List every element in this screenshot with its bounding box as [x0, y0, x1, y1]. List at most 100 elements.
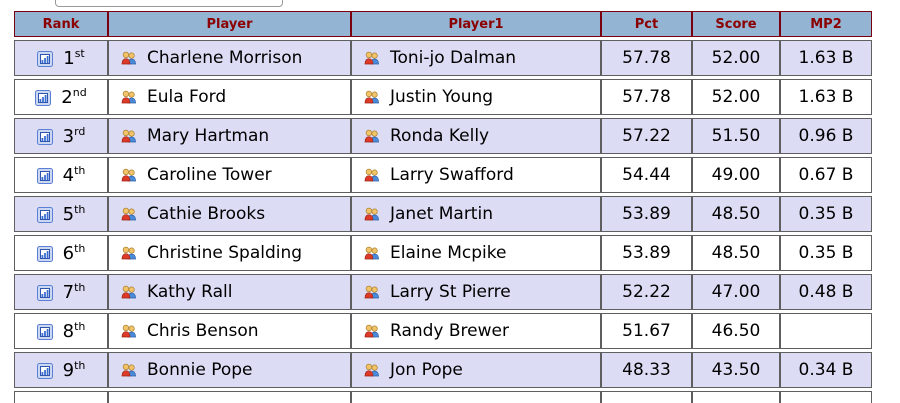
- two-people-icon[interactable]: [364, 167, 380, 183]
- player1-name[interactable]: Ronda Kelly: [390, 126, 490, 146]
- score-cell: 46.50: [692, 313, 780, 349]
- player1-name[interactable]: Larry St Pierre: [390, 282, 511, 302]
- bar-chart-icon[interactable]: [37, 51, 54, 67]
- player-name[interactable]: Eula Ford: [147, 87, 227, 107]
- bar-chart-icon[interactable]: [36, 363, 53, 379]
- header-row: Rank Player Player1 Pct Score MP2: [14, 11, 872, 37]
- player-name[interactable]: Chris Benson: [147, 321, 259, 341]
- rank-cell: 3rd: [14, 118, 108, 154]
- table-row: 7th Kathy Rall Larry St Pierre 52.22 47.00 0.…: [14, 274, 872, 310]
- pct-cell: 54.44: [601, 157, 692, 193]
- column-header-player[interactable]: Player: [108, 11, 351, 37]
- column-header-score[interactable]: Score: [692, 11, 780, 37]
- mp2-cell: 0.96 B: [780, 118, 872, 154]
- player1-name[interactable]: Toni-jo Dalman: [390, 48, 517, 68]
- two-people-icon[interactable]: [364, 245, 380, 261]
- score-cell: 47.00: [692, 274, 780, 310]
- bar-chart-icon[interactable]: [36, 324, 53, 340]
- two-people-icon[interactable]: [364, 128, 380, 144]
- player-name[interactable]: Cathie Brooks: [147, 204, 266, 224]
- pct-cell: 57.78: [601, 40, 692, 76]
- bar-chart-icon[interactable]: [36, 129, 53, 145]
- rank-cell: 9th: [14, 352, 108, 388]
- rank-value: 7th: [62, 281, 86, 303]
- mp2-cell: 0.35 B: [780, 235, 872, 271]
- bar-chart-icon[interactable]: [36, 285, 53, 301]
- player-name[interactable]: Charlene Morrison: [147, 48, 303, 68]
- mp2-cell: 0.35 B: [780, 196, 872, 232]
- player1-cell: Ronda Kelly: [351, 118, 601, 154]
- two-people-icon[interactable]: [121, 206, 137, 222]
- rank-cell: [14, 391, 108, 403]
- player-name[interactable]: Bonnie Pope: [147, 360, 253, 380]
- player-name[interactable]: Mary Hartman: [147, 126, 270, 146]
- player1-name[interactable]: Randy Brewer: [390, 321, 509, 341]
- rank-cell: 2nd: [14, 79, 108, 115]
- player1-cell: Janet Martin: [351, 196, 601, 232]
- bar-chart-icon[interactable]: [36, 246, 53, 262]
- score-cell: 49.00: [692, 157, 780, 193]
- two-people-icon[interactable]: [121, 323, 137, 339]
- player1-cell: Larry St Pierre: [351, 274, 601, 310]
- table-row: 9th Bonnie Pope Jon Pope 48.33 43.50 0.34 B: [14, 352, 872, 388]
- player1-name[interactable]: Justin Young: [390, 87, 494, 107]
- player-cell: Chris Benson: [108, 313, 351, 349]
- player-name[interactable]: Caroline Tower: [147, 165, 272, 185]
- two-people-icon[interactable]: [121, 167, 137, 183]
- pct-cell: 48.33: [601, 352, 692, 388]
- two-people-icon[interactable]: [364, 206, 380, 222]
- score-cell: 52.00: [692, 40, 780, 76]
- table-row: 3rd Mary Hartman Ronda Kelly 57.22 51.50 0.96…: [14, 118, 872, 154]
- mp2-cell: 0.34 B: [780, 352, 872, 388]
- column-header-player1[interactable]: Player1: [351, 11, 601, 37]
- table-row: 6th Christine Spalding Elaine Mcpike 53.89 4…: [14, 235, 872, 271]
- player1-cell: Elaine Mcpike: [351, 235, 601, 271]
- player-name[interactable]: Kathy Rall: [147, 282, 233, 302]
- two-people-icon[interactable]: [121, 284, 137, 300]
- mp2-cell: 1.63 B: [780, 79, 872, 115]
- player-cell: Charlene Morrison: [108, 40, 351, 76]
- two-people-icon[interactable]: [364, 50, 380, 66]
- two-people-icon[interactable]: [121, 128, 137, 144]
- two-people-icon[interactable]: [121, 89, 137, 105]
- player1-name[interactable]: Elaine Mcpike: [390, 243, 507, 263]
- player1-name[interactable]: Janet Martin: [390, 204, 493, 224]
- player1-cell: Jon Pope: [351, 352, 601, 388]
- bar-chart-icon[interactable]: [36, 168, 53, 184]
- player1-name[interactable]: Larry Swafford: [390, 165, 514, 185]
- player-cell: Christine Spalding: [108, 235, 351, 271]
- two-people-icon[interactable]: [364, 323, 380, 339]
- mp2-cell: [780, 391, 872, 403]
- player1-cell: Randy Brewer: [351, 313, 601, 349]
- player-cell: Eula Ford: [108, 79, 351, 115]
- rank-value: 2nd: [61, 86, 87, 108]
- bar-chart-icon[interactable]: [35, 90, 52, 106]
- player1-cell: [351, 391, 601, 403]
- search-input[interactable]: [55, 0, 284, 7]
- pct-cell: [601, 391, 692, 403]
- search-bar: Search:: [0, 0, 284, 9]
- column-header-mp2[interactable]: MP2: [780, 11, 872, 37]
- bar-chart-icon[interactable]: [36, 207, 53, 223]
- column-header-pct[interactable]: Pct: [601, 11, 692, 37]
- score-cell: 48.50: [692, 235, 780, 271]
- two-people-icon[interactable]: [364, 362, 380, 378]
- player1-name[interactable]: Jon Pope: [390, 360, 463, 380]
- score-cell: 43.50: [692, 352, 780, 388]
- mp2-cell: 0.67 B: [780, 157, 872, 193]
- pct-cell: 52.22: [601, 274, 692, 310]
- player-name[interactable]: Christine Spalding: [147, 243, 303, 263]
- score-cell: 51.50: [692, 118, 780, 154]
- pct-cell: 53.89: [601, 196, 692, 232]
- two-people-icon[interactable]: [364, 284, 380, 300]
- table-row: 8th Chris Benson Randy Brewer 51.67 46.50: [14, 313, 872, 349]
- two-people-icon[interactable]: [121, 362, 137, 378]
- two-people-icon[interactable]: [121, 50, 137, 66]
- rank-cell: 6th: [14, 235, 108, 271]
- search-label: Search:: [0, 0, 55, 4]
- column-header-rank[interactable]: Rank: [14, 11, 108, 37]
- pct-cell: 51.67: [601, 313, 692, 349]
- two-people-icon[interactable]: [364, 89, 380, 105]
- rank-value: 9th: [62, 359, 86, 381]
- two-people-icon[interactable]: [121, 245, 137, 261]
